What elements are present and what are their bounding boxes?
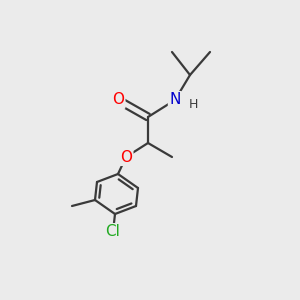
Text: O: O: [120, 149, 132, 164]
Text: H: H: [188, 98, 198, 112]
Text: O: O: [112, 92, 124, 107]
Text: N: N: [169, 92, 181, 107]
Text: Cl: Cl: [106, 224, 120, 239]
